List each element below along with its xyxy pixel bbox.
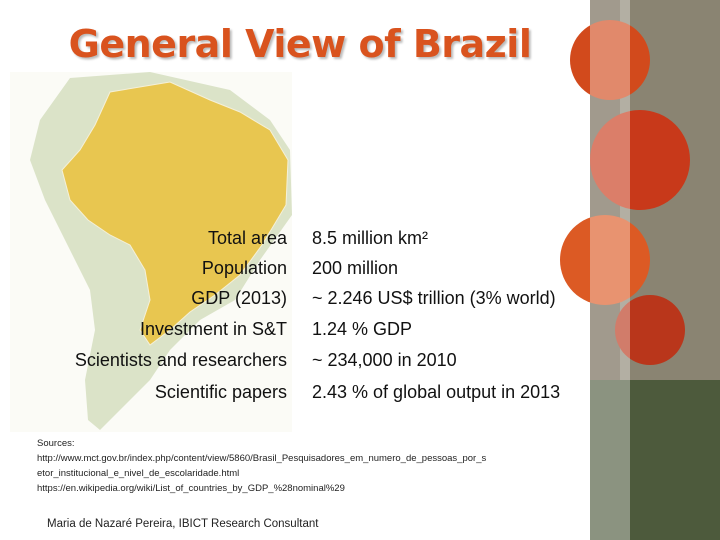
row-label: Scientists and researchers <box>74 350 287 370</box>
row-value: ~ 234,000 in 2010 <box>312 350 457 370</box>
row-value: ~ 2.246 US$ trillion (3% world) <box>312 288 556 308</box>
photo-fade <box>590 0 630 540</box>
row-label: Total area <box>207 228 287 248</box>
foliage <box>590 380 720 540</box>
source-line: etor_institucional_e_nivel_de_escolarida… <box>37 468 240 479</box>
row-label: GDP (2013) <box>191 288 287 308</box>
table-row: GDP (2013) ~ 2.246 US$ trillion (3% world… <box>0 288 720 318</box>
sources: Sources: http://www.mct.gov.br/index.php/… <box>37 436 486 496</box>
row-value: 200 million <box>312 258 399 278</box>
brazil <box>61 81 289 346</box>
table-row: Population 200 million <box>0 258 720 288</box>
flowers <box>590 110 690 210</box>
row-value: 1.24 % GDP <box>312 319 413 339</box>
flowers <box>570 20 650 100</box>
table-row: Investment in S&T 1.24 % GDP <box>0 319 720 349</box>
row-label: Scientific papers <box>154 382 287 402</box>
row-label: Population <box>201 258 287 278</box>
source-line: Sources: <box>37 438 75 449</box>
source-line: https://en.wikipedia.org/wiki/List_of_co… <box>37 483 345 494</box>
source-line: http://www.mct.gov.br/index.php/content/… <box>37 453 487 464</box>
table-row: Scientists and researchers ~ 234,000 in 2… <box>0 350 720 380</box>
row-label: Investment in S&T <box>139 319 287 339</box>
row-value: 2.43 % of global output in 2013 <box>312 382 561 402</box>
title: General View of Brazil <box>68 22 532 66</box>
row-value: 8.5 million km² <box>312 228 429 248</box>
footer: Maria de Nazaré Pereira, IBICT Research … <box>47 518 319 530</box>
flowers <box>615 295 685 365</box>
table-row: Scientific papers 2.43 % of global output… <box>0 382 720 412</box>
table-row: Total area 8.5 million km² <box>0 228 720 258</box>
flowers <box>560 215 650 305</box>
